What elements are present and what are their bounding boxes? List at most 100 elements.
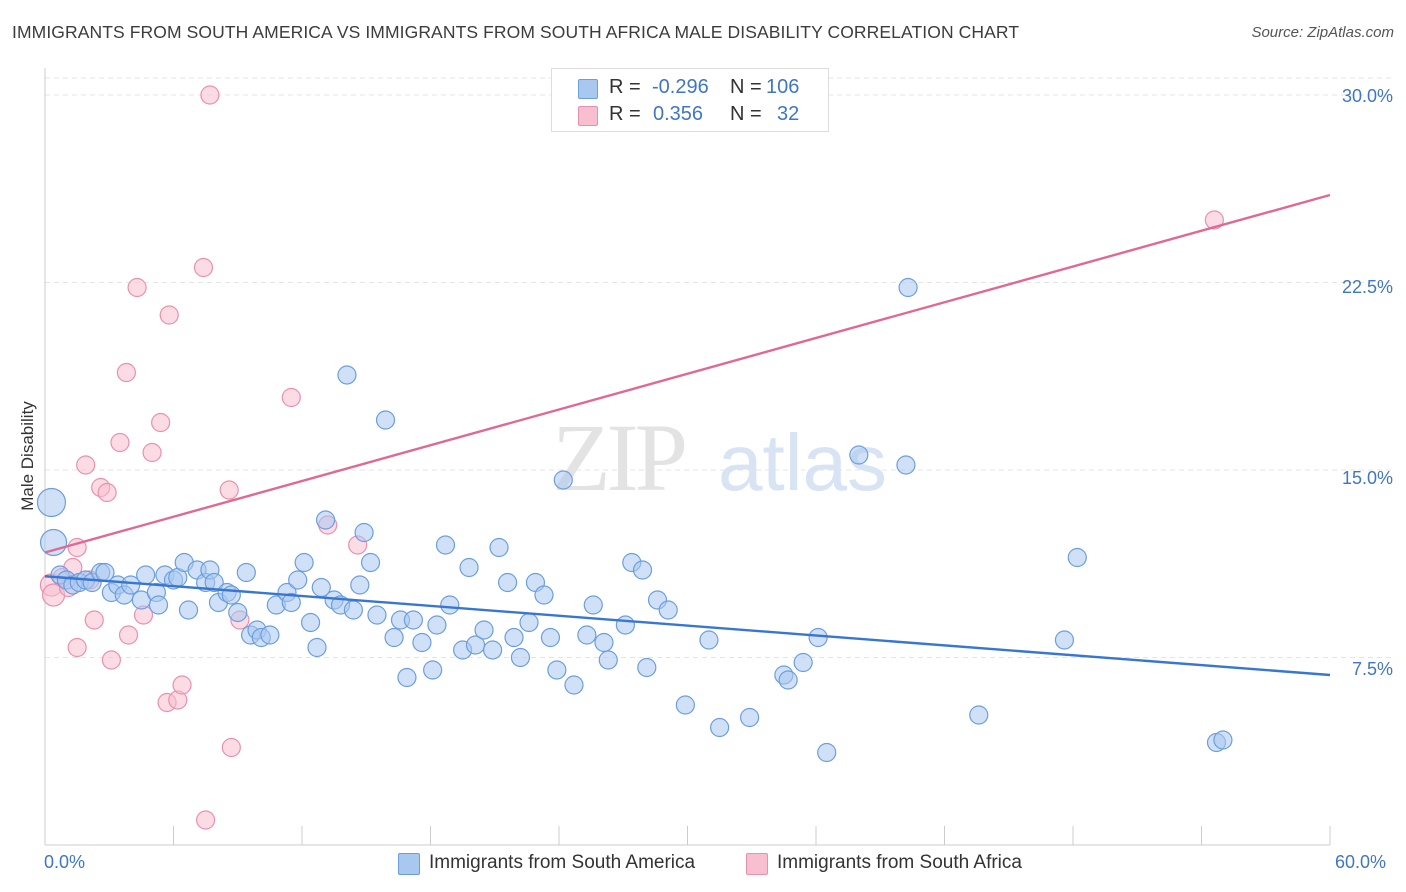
point-south-america <box>675 695 695 715</box>
correlation-legend: R = -0.296 N = 106 R = 0.356 N = 32 <box>551 68 829 132</box>
point-south-america <box>699 630 719 650</box>
point-south-america <box>969 705 989 725</box>
point-south-africa <box>142 442 162 463</box>
point-south-america <box>228 602 248 623</box>
point-south-africa <box>110 432 130 453</box>
y-axis-label: Male Disability <box>18 401 37 511</box>
bottom-legend-swatch-pink <box>746 853 768 875</box>
point-south-america <box>498 572 518 593</box>
point-south-america <box>403 610 423 630</box>
point-south-africa <box>97 482 117 503</box>
point-south-america <box>778 670 798 690</box>
trend-lines <box>44 193 1331 677</box>
point-south-america <box>896 455 916 475</box>
point-south-america <box>367 605 387 625</box>
point-south-america <box>598 650 618 670</box>
point-south-america <box>315 510 336 530</box>
axes <box>44 68 1331 846</box>
point-south-america <box>288 570 308 590</box>
points-south-america <box>36 277 1233 763</box>
point-south-america <box>350 575 370 595</box>
x-tick-label-min: 0.0% <box>44 852 86 872</box>
point-south-america <box>483 640 503 660</box>
point-south-america <box>553 470 573 490</box>
y-tick-label-22-5: 22.5% <box>1341 277 1393 297</box>
point-south-africa <box>1204 210 1224 230</box>
point-south-america <box>658 600 678 620</box>
point-south-africa <box>196 810 216 830</box>
point-south-africa <box>159 305 179 325</box>
point-south-america <box>577 625 597 645</box>
point-south-america <box>817 742 837 763</box>
point-south-america <box>397 667 417 688</box>
point-south-america <box>435 535 456 555</box>
point-south-america <box>412 632 432 653</box>
legend-swatch-pink <box>578 106 598 126</box>
point-south-america <box>740 707 760 728</box>
y-tick-label-15: 15.0% <box>1341 468 1393 488</box>
point-south-america <box>178 600 199 620</box>
point-south-africa <box>219 480 239 500</box>
point-south-america <box>354 522 374 543</box>
point-south-africa <box>84 610 104 630</box>
legend-n-value: 32 <box>777 103 800 125</box>
bottom-legend-swatch-blue <box>398 853 420 875</box>
point-south-america <box>281 592 301 613</box>
point-south-america <box>148 595 169 615</box>
point-south-africa <box>281 387 301 408</box>
point-south-america <box>474 620 494 640</box>
point-south-america <box>615 615 635 635</box>
point-south-america <box>307 637 327 658</box>
point-south-africa <box>116 362 136 383</box>
point-south-africa <box>200 85 220 105</box>
point-south-america <box>793 652 813 673</box>
point-south-america <box>236 562 256 583</box>
legend-n-label: N = <box>730 76 762 98</box>
point-south-america <box>337 365 357 385</box>
x-tick-label-max: 60.0% <box>1335 852 1387 872</box>
legend-n-label: N = <box>730 103 762 125</box>
point-south-america <box>260 625 280 645</box>
point-south-america <box>36 487 67 518</box>
watermark-zip: ZIP <box>552 404 685 511</box>
point-south-america <box>136 565 156 585</box>
source-credit: Source: ZipAtlas.com <box>1251 24 1394 41</box>
point-south-africa <box>172 675 192 695</box>
point-south-america <box>440 595 460 615</box>
point-south-america <box>459 557 479 578</box>
point-south-africa <box>101 650 121 670</box>
point-south-america <box>510 647 531 668</box>
y-tick-label-7-5: 7.5% <box>1351 659 1393 679</box>
point-south-america <box>632 560 653 580</box>
point-south-africa <box>127 277 147 298</box>
legend-r-label: R = <box>609 103 641 125</box>
point-south-america <box>294 552 314 573</box>
legend-swatch-blue <box>578 79 598 99</box>
point-south-america <box>121 575 141 595</box>
point-south-america <box>637 657 657 678</box>
point-south-america <box>504 627 524 648</box>
point-south-africa <box>221 737 241 758</box>
point-south-africa <box>151 412 171 433</box>
point-south-america <box>360 552 381 573</box>
point-south-america <box>594 632 614 653</box>
chart-title: IMMIGRANTS FROM SOUTH AMERICA VS IMMIGRA… <box>12 22 1020 42</box>
point-south-america <box>540 627 561 648</box>
point-south-africa <box>193 257 214 278</box>
bottom-legend-label: Immigrants from South Africa <box>777 852 1022 873</box>
bottom-legend-label: Immigrants from South America <box>429 852 696 873</box>
point-south-africa <box>67 637 87 658</box>
legend-r-label: R = <box>609 76 641 98</box>
point-south-america <box>384 627 404 648</box>
point-south-america <box>808 627 828 648</box>
point-south-america <box>343 600 363 620</box>
point-south-america <box>489 537 509 558</box>
point-south-america <box>564 675 584 695</box>
point-south-america <box>204 572 224 593</box>
point-south-america <box>849 445 869 465</box>
point-south-america <box>547 660 567 680</box>
point-south-america <box>39 528 68 557</box>
point-south-america <box>427 615 447 635</box>
legend-n-value: 106 <box>766 76 800 98</box>
